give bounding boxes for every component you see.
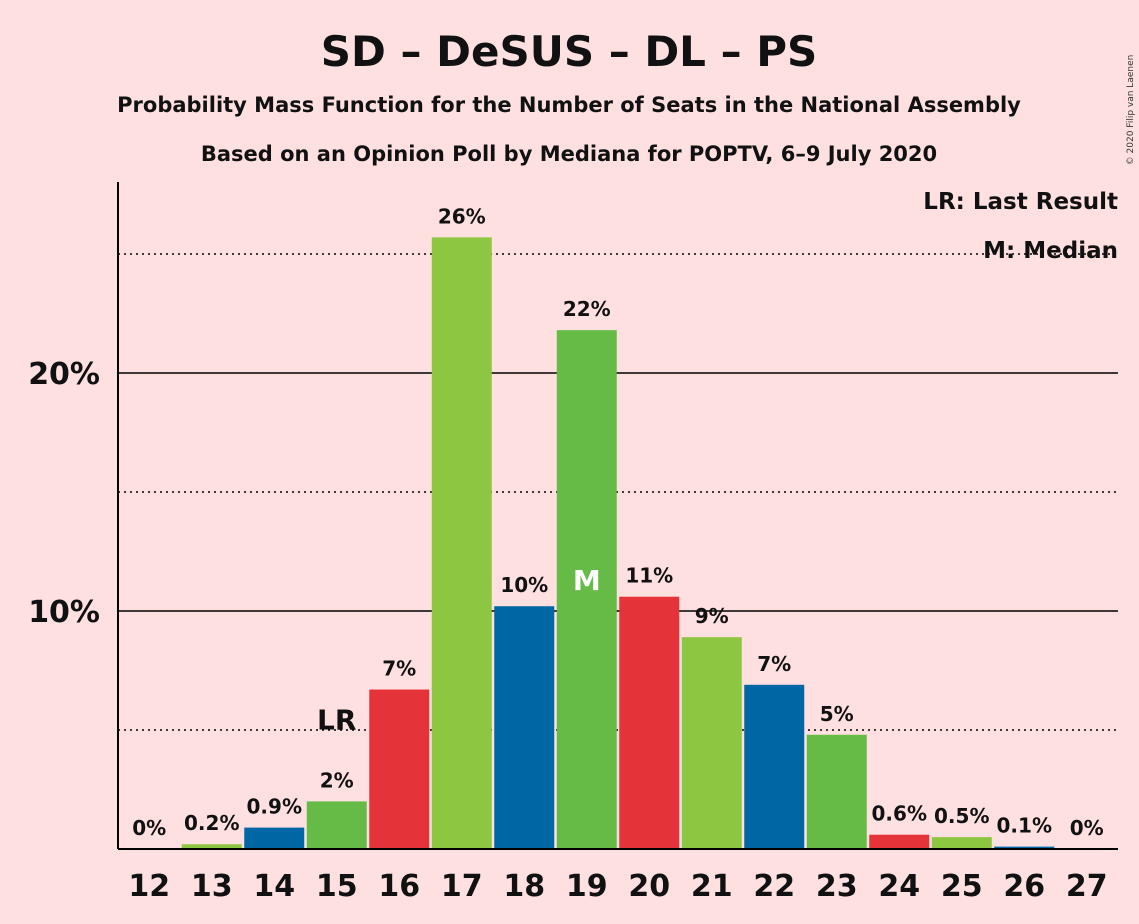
bar-seat-14: [244, 827, 305, 849]
bar-seat-24: [869, 834, 930, 849]
value-label-seat-21: 9%: [695, 604, 729, 628]
value-label-seat-26: 0.1%: [997, 814, 1052, 838]
value-label-seat-15: 2%: [320, 768, 354, 792]
x-tick-23: 23: [816, 869, 858, 904]
x-tick-20: 20: [628, 869, 670, 904]
value-label-seat-18: 10%: [500, 573, 548, 597]
y-tick-10: 10%: [28, 595, 100, 630]
x-tick-26: 26: [1003, 869, 1045, 904]
gridlines: [118, 253, 1118, 731]
bar-seat-22: [744, 684, 805, 849]
x-tick-18: 18: [503, 869, 545, 904]
x-tick-labels: 12 13 14 15 16 17 18 19 20 21 22 23 24 25 26 27: [128, 869, 1107, 904]
value-label-seat-24: 0.6%: [872, 802, 927, 826]
bar-seat-13: [181, 844, 242, 849]
value-label-seat-25: 0.5%: [934, 804, 989, 828]
bar-seat-25: [931, 837, 992, 849]
median-marker: M: [573, 564, 601, 597]
value-labels: 0% 0.2% 0.9% 2% 7% 26% 10% 22% 11% 9% 7% 5% 0.6% 0.5%…: [132, 204, 1103, 840]
x-tick-16: 16: [378, 869, 420, 904]
value-label-seat-27: 0%: [1070, 816, 1104, 840]
bar-seat-21: [681, 637, 742, 849]
bar-seat-16: [369, 689, 430, 849]
y-tick-labels: 10% 20%: [28, 357, 100, 630]
bar-seat-17: [431, 237, 492, 850]
x-tick-19: 19: [566, 869, 608, 904]
bar-seat-19: [556, 330, 617, 849]
bar-seat-23: [806, 734, 867, 849]
chart-subtitle-2: Based on an Opinion Poll by Mediana for …: [201, 142, 937, 166]
bar-seat-20: [619, 596, 680, 849]
value-label-seat-17: 26%: [438, 204, 486, 228]
x-tick-24: 24: [878, 869, 920, 904]
value-label-seat-16: 7%: [382, 657, 416, 681]
bar-seat-26: [994, 846, 1055, 849]
x-tick-14: 14: [253, 869, 295, 904]
last-result-marker: LR: [317, 703, 356, 736]
x-tick-21: 21: [691, 869, 733, 904]
value-label-seat-13: 0.2%: [184, 811, 239, 835]
legend-median: M: Median: [983, 238, 1118, 264]
y-tick-20: 20%: [28, 357, 100, 392]
x-tick-27: 27: [1066, 869, 1108, 904]
value-label-seat-19: 22%: [563, 297, 611, 321]
value-label-seat-23: 5%: [820, 702, 854, 726]
bar-seat-15: [306, 801, 367, 849]
x-tick-17: 17: [441, 869, 483, 904]
x-tick-12: 12: [128, 869, 170, 904]
bars: [181, 237, 1055, 850]
x-tick-15: 15: [316, 869, 358, 904]
x-tick-25: 25: [941, 869, 983, 904]
chart-title: SD – DeSUS – DL – PS: [321, 27, 817, 76]
legend-last-result: LR: Last Result: [923, 189, 1118, 215]
value-label-seat-14: 0.9%: [247, 795, 302, 819]
x-tick-22: 22: [753, 869, 795, 904]
x-tick-13: 13: [191, 869, 233, 904]
chart-subtitle-1: Probability Mass Function for the Number…: [117, 93, 1021, 117]
value-label-seat-12: 0%: [132, 816, 166, 840]
value-label-seat-22: 7%: [757, 652, 791, 676]
copyright-notice: © 2020 Filip van Laenen: [1126, 55, 1136, 166]
value-label-seat-20: 11%: [625, 564, 673, 588]
bar-seat-18: [494, 606, 555, 849]
